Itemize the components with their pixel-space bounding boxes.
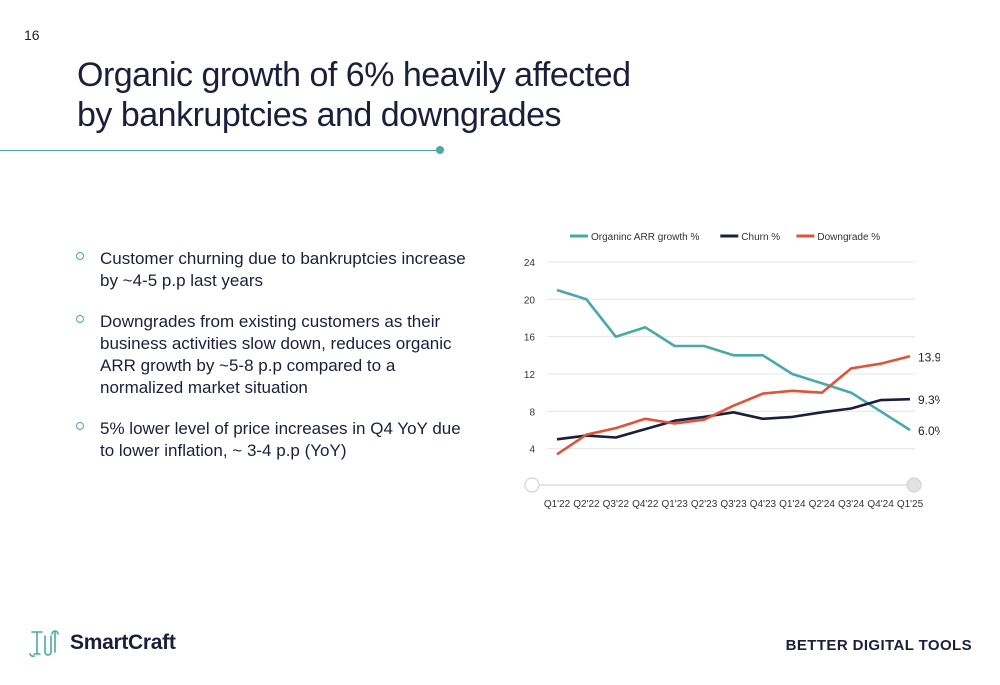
divider-dot xyxy=(436,146,444,154)
bullet-marker xyxy=(76,252,84,260)
page-title: Organic growth of 6% heavily affected by… xyxy=(77,55,637,135)
end-value-label: 6.0% xyxy=(918,424,940,438)
bullet-text: 5% lower level of price increases in Q4 … xyxy=(100,419,461,460)
y-tick-label: 16 xyxy=(524,333,536,344)
x-tick-label: Q4'23 xyxy=(750,499,777,510)
series-line xyxy=(556,397,911,441)
x-tick-label: Q3'23 xyxy=(720,499,747,510)
range-handle-left xyxy=(524,477,540,493)
y-tick-label: 4 xyxy=(529,445,535,456)
bullet-text: Downgrades from existing customers as th… xyxy=(100,312,452,397)
y-tick-label: 12 xyxy=(524,370,536,381)
tagline: BETTER DIGITAL TOOLS xyxy=(785,637,972,654)
bullet-marker xyxy=(76,422,84,430)
title-line-2: by bankruptcies and downgrades xyxy=(77,96,562,134)
bullet-item: 5% lower level of price increases in Q4 … xyxy=(76,418,476,462)
range-handle-right xyxy=(906,477,922,493)
series-line xyxy=(556,355,911,456)
line-chart: 4 8 12 16 20 24 Q1'22 Q2'22 Q3'22 Q4'22 Q1'23 Q2'23… xyxy=(524,232,940,510)
y-tick-label: 24 xyxy=(524,258,536,269)
x-tick-label: Q4'24 xyxy=(867,499,894,510)
bullet-item: Downgrades from existing customers as th… xyxy=(76,311,476,399)
series-line xyxy=(556,288,911,432)
legend-label: Churn % xyxy=(741,232,780,243)
x-tick-label: Q1'22 xyxy=(544,499,571,510)
legend-label: Organinc ARR growth % xyxy=(591,232,699,243)
title-divider xyxy=(0,150,440,151)
tools-logo-icon xyxy=(29,630,59,657)
x-tick-label: Q4'22 xyxy=(632,499,659,510)
x-tick-label: Q3'24 xyxy=(838,499,865,510)
x-tick-label: Q2'24 xyxy=(809,499,836,510)
x-tick-label: Q1'23 xyxy=(661,499,688,510)
x-tick-label: Q3'22 xyxy=(603,499,630,510)
title-line-1: Organic growth of 6% heavily affected xyxy=(77,56,631,94)
page-number: 16 xyxy=(24,27,40,43)
bullet-text: Customer churning due to bankruptcies in… xyxy=(100,249,466,290)
smartcraft-logo: SmartCraft xyxy=(28,628,176,658)
end-value-label: 13.9% xyxy=(918,350,940,364)
legend-label: Downgrade % xyxy=(817,232,880,243)
x-tick-label: Q1'24 xyxy=(779,499,806,510)
logo-name: SmartCraft xyxy=(70,631,176,654)
end-value-label: 9.3% xyxy=(918,393,940,407)
bullet-marker xyxy=(76,315,84,323)
bullet-list: Customer churning due to bankruptcies in… xyxy=(76,248,476,481)
bullet-item: Customer churning due to bankruptcies in… xyxy=(76,248,476,292)
y-tick-label: 20 xyxy=(524,295,536,306)
y-tick-label: 8 xyxy=(529,407,535,418)
x-tick-label: Q2'22 xyxy=(573,499,600,510)
x-tick-label: Q1'25 xyxy=(897,499,924,510)
x-tick-label: Q2'23 xyxy=(691,499,718,510)
